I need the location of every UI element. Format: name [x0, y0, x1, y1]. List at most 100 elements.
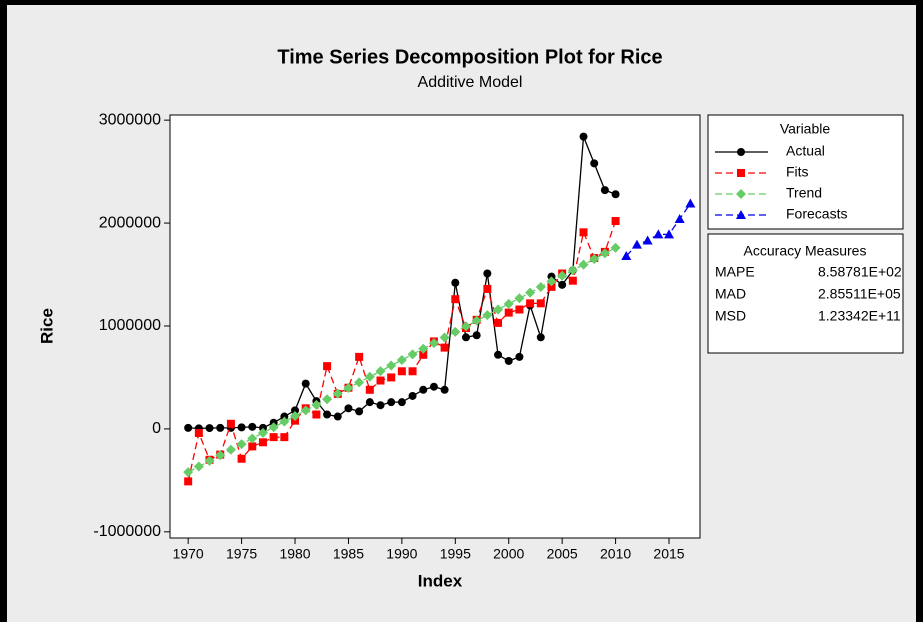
y-tick-label: 3000000: [99, 111, 161, 128]
marker: [397, 398, 406, 407]
legend-label: Forecasts: [786, 206, 847, 222]
marker: [451, 278, 460, 287]
marker: [280, 412, 289, 421]
marker: [483, 269, 492, 278]
marker: [248, 422, 257, 431]
marker: [354, 377, 365, 388]
marker: [376, 376, 385, 385]
marker: [397, 367, 406, 376]
marker: [610, 242, 621, 253]
measure-name: MAPE: [715, 264, 755, 280]
measure-name: MAD: [715, 286, 746, 302]
marker: [312, 410, 321, 419]
marker: [257, 427, 268, 438]
marker: [579, 132, 588, 141]
legend-label: Actual: [786, 143, 825, 159]
marker: [439, 332, 450, 343]
marker: [290, 411, 301, 422]
marker: [184, 423, 193, 432]
marker: [451, 295, 460, 304]
marker: [258, 438, 267, 447]
marker: [482, 310, 493, 321]
legend-marker: [736, 189, 746, 199]
marker: [248, 442, 257, 451]
marker: [355, 407, 364, 416]
marker: [460, 321, 471, 332]
series-line: [187, 247, 616, 473]
marker: [440, 385, 449, 394]
marker: [204, 455, 215, 466]
marker: [611, 217, 620, 226]
marker: [322, 394, 333, 405]
marker: [599, 248, 610, 259]
marker: [664, 229, 675, 239]
marker: [493, 304, 504, 315]
marker: [311, 399, 322, 410]
measure-value: 2.85511E+05: [818, 286, 901, 302]
marker: [600, 186, 609, 195]
marker: [483, 284, 492, 293]
marker: [194, 429, 203, 438]
marker: [279, 416, 290, 427]
marker: [375, 366, 386, 377]
x-tick-label: 1995: [440, 546, 471, 562]
marker: [216, 423, 225, 432]
marker: [364, 371, 375, 382]
marker: [408, 391, 417, 400]
marker: [568, 276, 577, 285]
marker: [535, 282, 546, 293]
marker: [396, 354, 407, 365]
marker: [567, 265, 578, 276]
marker: [183, 467, 194, 478]
legend-marker: [737, 148, 745, 156]
marker: [332, 388, 343, 399]
marker: [419, 385, 428, 394]
marker: [589, 253, 600, 264]
y-tick-label: 1000000: [99, 317, 161, 334]
marker: [536, 299, 545, 308]
marker: [557, 270, 568, 281]
marker: [621, 251, 632, 260]
marker: [536, 333, 545, 342]
marker: [247, 433, 258, 444]
marker: [269, 433, 278, 442]
marker: [323, 362, 332, 371]
marker: [674, 213, 685, 223]
marker: [471, 315, 482, 326]
marker: [333, 412, 342, 421]
chart-subtitle: Additive Model: [418, 74, 523, 91]
marker: [301, 379, 310, 388]
accuracy-title: Accuracy Measures: [744, 243, 867, 259]
marker: [494, 318, 503, 327]
marker: [515, 305, 524, 314]
accuracy-box: [707, 233, 904, 354]
measure-name: MSD: [715, 308, 746, 324]
marker: [344, 404, 353, 413]
marker: [268, 422, 279, 433]
x-tick-label: 2000: [493, 546, 524, 562]
x-axis-label: Index: [418, 571, 463, 590]
y-tick-label: -1000000: [93, 523, 161, 540]
plot-area: [169, 114, 701, 539]
marker: [514, 293, 525, 304]
x-tick-label: 1975: [226, 546, 257, 562]
y-axis-label: Rice: [37, 308, 56, 344]
marker: [590, 159, 599, 168]
x-tick-label: 2015: [653, 546, 684, 562]
x-tick-label: 1980: [279, 546, 310, 562]
marker: [450, 326, 461, 337]
marker: [558, 280, 567, 289]
marker: [237, 454, 246, 463]
marker: [504, 308, 513, 317]
marker: [387, 398, 396, 407]
marker: [343, 382, 354, 393]
marker: [503, 298, 514, 309]
marker: [578, 259, 589, 270]
marker: [236, 439, 247, 450]
legend-title: Variable: [780, 121, 831, 137]
marker: [323, 410, 332, 419]
marker: [472, 331, 481, 340]
marker: [526, 299, 535, 308]
marker: [365, 398, 374, 407]
marker: [547, 282, 556, 291]
